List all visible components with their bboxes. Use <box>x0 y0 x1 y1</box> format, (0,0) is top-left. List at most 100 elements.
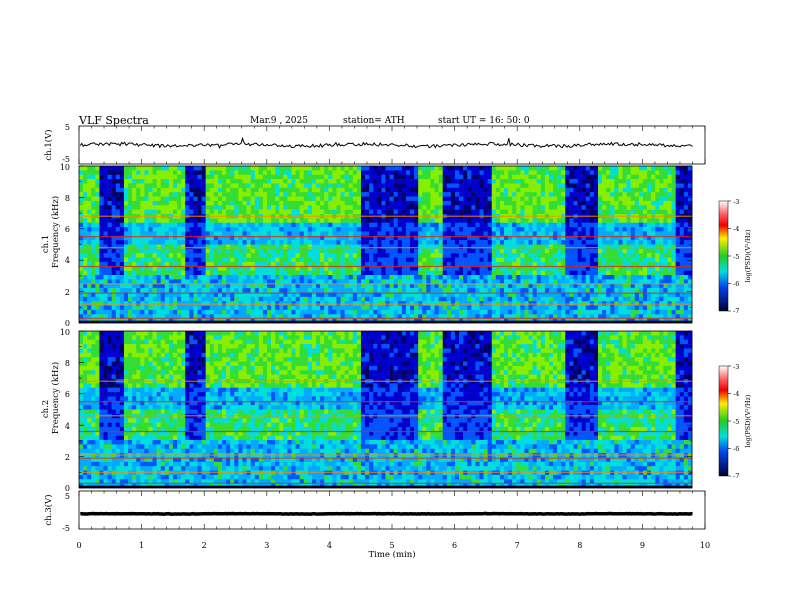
spectrogram-cell <box>79 196 84 202</box>
spectrogram-cell <box>299 179 305 184</box>
spectrogram-cell <box>393 296 399 302</box>
spectrogram-cell <box>132 305 137 311</box>
spectrogram-cell <box>548 196 554 202</box>
spectrogram-cell <box>185 240 190 245</box>
spectrogram-cell <box>328 205 333 210</box>
spectrogram-cell <box>352 205 358 210</box>
spectrogram-cell <box>79 205 84 210</box>
spectrogram-cell <box>499 170 505 175</box>
spectrogram-cell <box>230 314 235 319</box>
spectrogram-cell <box>279 270 284 276</box>
spectrogram-cell <box>271 248 276 254</box>
spectrogram-cell <box>91 257 96 263</box>
spectrogram-cell <box>434 266 439 271</box>
spectrogram-cell <box>577 222 582 228</box>
spectrogram-cell <box>495 301 501 306</box>
spectrogram-cell <box>287 305 292 311</box>
spectrogram-cell <box>156 266 161 271</box>
spectrogram-cell <box>266 309 272 315</box>
spectrogram-cell <box>414 200 419 206</box>
spectrogram-cell <box>201 301 206 306</box>
spectrogram-cell <box>557 244 562 250</box>
spectrogram-cell <box>340 305 345 311</box>
spectrogram-cell <box>275 305 280 311</box>
spectrogram-cell <box>528 253 533 258</box>
spectrogram-cell <box>397 305 403 311</box>
spectrogram-cell <box>618 166 623 171</box>
spectrogram-cell <box>311 257 317 263</box>
spectrogram-cell <box>209 205 215 210</box>
spectrogram-cell <box>426 261 431 267</box>
spectrogram-cell <box>209 288 215 293</box>
spectrogram-cell <box>283 170 288 175</box>
spectrogram-cell <box>226 231 231 237</box>
spectrogram-cell <box>160 174 166 180</box>
ch1-spectrogram-panel: 0 2 4 6 8 10 ch.1 Frequency (kHz) -3 -4 … <box>41 163 752 328</box>
spectrogram-cell <box>495 179 501 184</box>
spectrogram-cell <box>499 235 505 241</box>
spectrogram-cell <box>626 218 631 223</box>
spectrogram-cell <box>512 187 517 193</box>
spectrogram-cell <box>360 275 366 280</box>
spectrogram-cell <box>103 314 108 319</box>
spectrogram-cell <box>532 196 537 202</box>
spectrogram-cell <box>483 270 488 276</box>
spectrogram-cell <box>487 270 493 276</box>
spectrogram-cell <box>577 314 582 319</box>
spectrogram-cell <box>561 261 566 267</box>
spectrogram-cell <box>365 187 370 193</box>
spectrogram-cell <box>630 248 636 254</box>
spectrogram-cell <box>234 192 239 197</box>
spectrogram-cell <box>495 266 501 271</box>
spectrogram-cell <box>144 222 149 228</box>
spectrogram-cell <box>614 231 619 237</box>
spectrogram-cell <box>91 183 96 189</box>
spectrogram-cell <box>136 257 141 263</box>
spectrogram-cell <box>324 257 329 263</box>
spectrogram-cell <box>618 314 623 319</box>
spectrogram-cell <box>177 183 182 189</box>
spectrogram-cell <box>418 205 423 210</box>
spectrogram-cell <box>209 305 215 311</box>
spectrogram-cell <box>389 296 394 302</box>
spectrogram-cell <box>475 301 480 306</box>
spectrogram-cell <box>606 183 611 189</box>
spectrogram-cell <box>197 248 202 254</box>
spectrogram-cell <box>209 261 215 267</box>
spectrogram-cell <box>226 196 231 202</box>
spectrogram-cell <box>177 174 182 180</box>
spectrogram-cell <box>516 244 521 250</box>
spectrogram-cell <box>324 166 329 171</box>
spectrogram-cell <box>516 266 521 271</box>
spectrogram-cell <box>385 314 390 319</box>
spectrogram-cell <box>226 261 231 267</box>
spectrogram-cell <box>250 253 255 258</box>
spectrogram-cell <box>508 275 513 280</box>
spectrogram-cell <box>148 309 153 315</box>
spectrogram-cell <box>201 257 206 263</box>
spectrogram-cell <box>454 183 460 189</box>
spectrogram-cell <box>373 209 378 215</box>
spectrogram-cell <box>185 314 190 319</box>
spectrogram-cell <box>610 279 615 284</box>
spectrogram-cell <box>332 261 337 267</box>
spectrogram-cell <box>557 292 562 298</box>
spectrogram-cell <box>614 261 619 267</box>
spectrogram-cell <box>495 227 501 232</box>
spectrogram-cell <box>561 209 566 215</box>
spectrogram-cell <box>397 218 403 223</box>
spectrogram-cell <box>360 209 366 215</box>
spectrogram-cell <box>246 200 251 206</box>
spectrogram-cell <box>242 166 247 171</box>
spectrogram-cell <box>324 279 329 284</box>
spectrogram-cell <box>573 275 578 280</box>
spectrogram-cell <box>254 275 260 280</box>
spectrogram-cell <box>410 187 415 193</box>
spectrogram-cell <box>230 235 235 241</box>
spectrogram-cell <box>573 283 578 289</box>
spectrogram-cell <box>618 261 623 267</box>
spectrogram-cell <box>499 257 505 263</box>
spectrogram-cell <box>397 270 403 276</box>
spectrogram-cell <box>365 192 370 197</box>
spectrogram-cell <box>467 192 472 197</box>
